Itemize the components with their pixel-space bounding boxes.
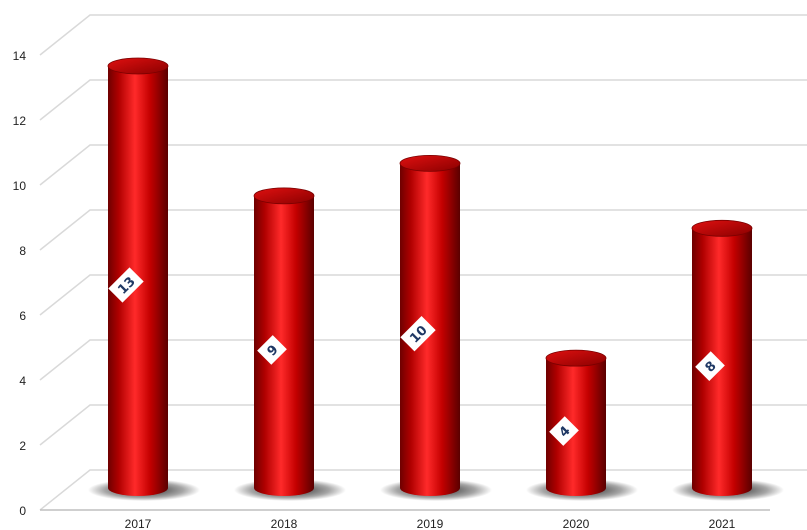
gridline xyxy=(39,339,807,381)
x-tick-label: 2020 xyxy=(563,517,590,530)
gridline xyxy=(39,209,807,251)
x-tick-label: 2017 xyxy=(125,517,152,530)
y-tick-label: 14 xyxy=(13,49,27,63)
y-tick-label: 6 xyxy=(19,309,26,323)
bar-2018 xyxy=(253,187,315,496)
bar-top xyxy=(399,154,461,172)
bar-2021 xyxy=(691,219,753,497)
x-tick-label: 2021 xyxy=(709,517,736,530)
bar-top xyxy=(253,187,315,205)
y-tick-label: 12 xyxy=(13,114,27,128)
y-tick-label: 2 xyxy=(19,439,26,453)
y-tick-label: 0 xyxy=(19,504,26,518)
gridline xyxy=(39,14,807,56)
gridline xyxy=(39,79,807,121)
bar-body xyxy=(546,358,606,496)
bar-top xyxy=(545,349,607,367)
x-tick-label: 2019 xyxy=(417,517,444,530)
gridlines xyxy=(39,14,807,511)
bar-top xyxy=(107,57,169,75)
data-labels: 13 9 10 4 8 xyxy=(108,267,725,446)
gridline xyxy=(39,144,807,186)
data-label: 4 xyxy=(549,416,579,446)
bar-body xyxy=(254,195,314,496)
y-axis: 0 2 4 6 8 10 12 14 xyxy=(13,49,27,518)
gridline xyxy=(39,274,807,316)
bar-top xyxy=(691,219,753,237)
y-tick-label: 10 xyxy=(13,179,27,193)
data-label: 13 xyxy=(108,267,144,303)
data-label: 9 xyxy=(257,335,287,365)
data-label: 8 xyxy=(695,351,725,382)
y-tick-label: 4 xyxy=(19,374,26,388)
bar-body xyxy=(692,228,752,497)
bars xyxy=(88,57,784,501)
x-axis: 2017 2018 2019 2020 2021 xyxy=(125,517,736,530)
x-tick-label: 2018 xyxy=(271,517,298,530)
data-label: 10 xyxy=(400,316,436,352)
bar-2020 xyxy=(545,349,607,496)
y-tick-label: 8 xyxy=(19,244,26,258)
